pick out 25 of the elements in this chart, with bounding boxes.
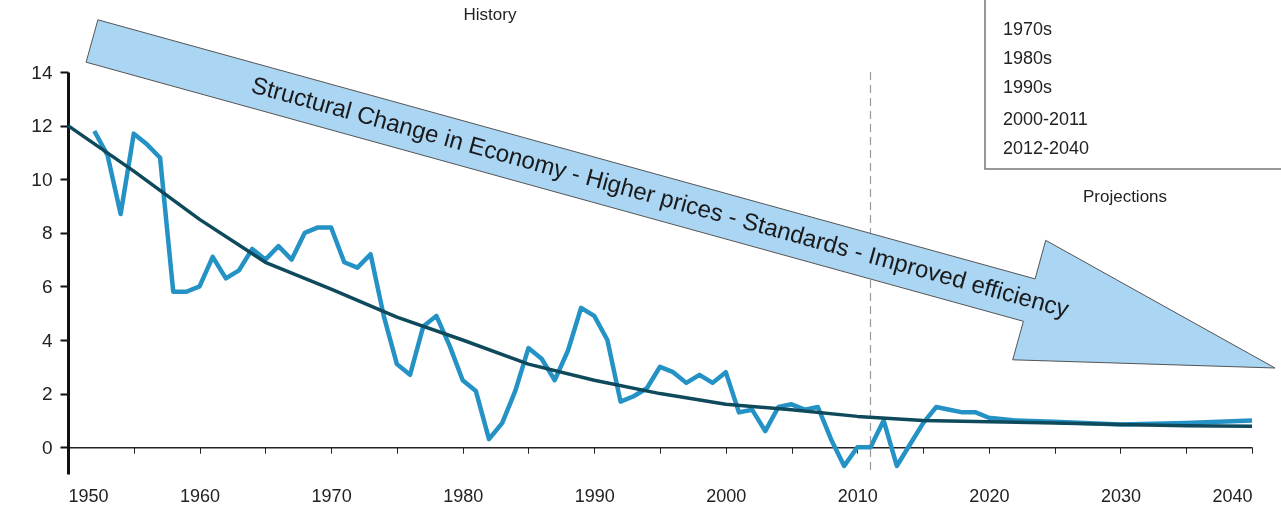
annotation: 2012-2040 (1003, 138, 1090, 158)
annotation: Projections (1082, 187, 1168, 206)
x-tick-label: 2000 (706, 485, 747, 506)
y-tick-label: 0 (41, 436, 53, 458)
y-tick-label: 12 (31, 115, 53, 137)
y-tick-label: 10 (31, 168, 53, 190)
y-tick-label: 4 (41, 329, 53, 351)
x-tick-label: 1970 (311, 485, 352, 506)
x-tick-label: 2020 (969, 485, 1010, 506)
y-tick-label: 6 (41, 275, 53, 297)
x-tick-label: 1950 (68, 485, 109, 506)
y-tick-label: 14 (31, 61, 53, 83)
x-tick-label: 2040 (1212, 485, 1253, 506)
text: 1980s (1003, 48, 1053, 68)
x-tick-label: 1980 (443, 485, 484, 506)
annotation: 1990s (1003, 77, 1053, 97)
y-tick-label: 8 (41, 222, 53, 244)
x-tick-label: 2010 (837, 485, 878, 506)
y-tick-label: 2 (41, 383, 53, 405)
x-tick-label: 2030 (1100, 485, 1141, 506)
annotation: 2000-2011 (1003, 109, 1088, 129)
text: 1970s (1003, 19, 1053, 39)
text: History (463, 5, 517, 24)
x-tick-label: 1960 (180, 485, 221, 506)
x-tick-label: 1990 (574, 485, 615, 506)
